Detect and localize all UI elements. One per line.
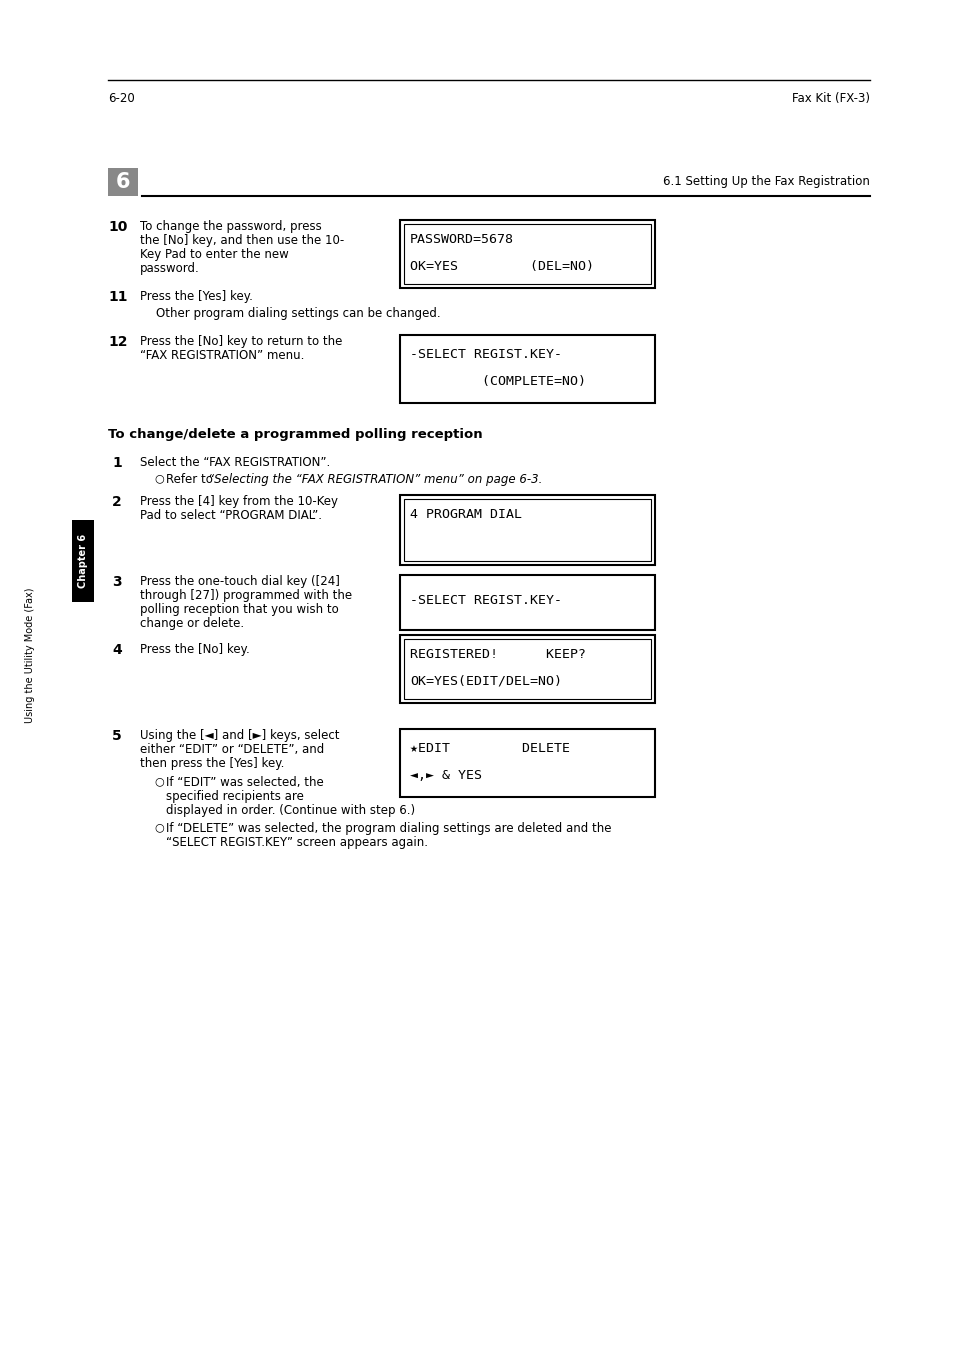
Text: ○: ○: [153, 775, 164, 786]
Text: ○: ○: [153, 821, 164, 832]
Bar: [399, 220, 655, 288]
Text: OK=YES         (DEL=NO): OK=YES (DEL=NO): [410, 259, 594, 273]
Text: Select the “FAX REGISTRATION”.: Select the “FAX REGISTRATION”.: [140, 457, 330, 469]
Text: through [27]) programmed with the: through [27]) programmed with the: [140, 589, 352, 603]
Bar: [399, 494, 655, 565]
Text: ◄,► & YES: ◄,► & YES: [410, 769, 481, 782]
Bar: [108, 168, 138, 196]
Text: Refer to: Refer to: [166, 473, 216, 486]
Text: ★EDIT         DELETE: ★EDIT DELETE: [410, 742, 569, 755]
Text: 10: 10: [108, 220, 128, 234]
Bar: [403, 224, 650, 284]
Text: If “EDIT” was selected, the: If “EDIT” was selected, the: [166, 775, 323, 789]
Text: “SELECT REGIST.KEY” screen appears again.: “SELECT REGIST.KEY” screen appears again…: [166, 836, 428, 848]
Text: Press the [4] key from the 10-Key: Press the [4] key from the 10-Key: [140, 494, 337, 508]
Text: To change the password, press: To change the password, press: [140, 220, 321, 232]
Bar: [403, 639, 650, 698]
Text: then press the [Yes] key.: then press the [Yes] key.: [140, 757, 284, 770]
Text: Key Pad to enter the new: Key Pad to enter the new: [140, 249, 289, 261]
Text: 6-20: 6-20: [108, 92, 134, 105]
Text: (COMPLETE=NO): (COMPLETE=NO): [410, 374, 585, 388]
Text: PASSWORD=5678: PASSWORD=5678: [410, 232, 514, 246]
Text: polling reception that you wish to: polling reception that you wish to: [140, 603, 338, 616]
Text: -SELECT REGIST.KEY-: -SELECT REGIST.KEY-: [410, 347, 561, 361]
Text: 11: 11: [108, 290, 128, 304]
Text: Using the [◄] and [►] keys, select: Using the [◄] and [►] keys, select: [140, 730, 339, 742]
Bar: [399, 730, 655, 797]
Text: Press the one-touch dial key ([24]: Press the one-touch dial key ([24]: [140, 576, 339, 588]
Text: Other program dialing settings can be changed.: Other program dialing settings can be ch…: [156, 307, 440, 320]
Text: 1: 1: [112, 457, 122, 470]
Text: 12: 12: [108, 335, 128, 349]
Text: Fax Kit (FX-3): Fax Kit (FX-3): [791, 92, 869, 105]
Text: 6.1 Setting Up the Fax Registration: 6.1 Setting Up the Fax Registration: [662, 176, 869, 189]
Text: 3: 3: [112, 576, 121, 589]
Text: password.: password.: [140, 262, 199, 276]
Text: Press the [No] key to return to the: Press the [No] key to return to the: [140, 335, 342, 349]
Text: -SELECT REGIST.KEY-: -SELECT REGIST.KEY-: [410, 594, 561, 607]
Bar: [71, 520, 94, 603]
Text: the [No] key, and then use the 10-: the [No] key, and then use the 10-: [140, 234, 344, 247]
Bar: [403, 499, 650, 561]
Text: Press the [No] key.: Press the [No] key.: [140, 643, 250, 657]
Text: displayed in order. (Continue with step 6.): displayed in order. (Continue with step …: [166, 804, 415, 817]
Text: Press the [Yes] key.: Press the [Yes] key.: [140, 290, 253, 303]
Text: 6: 6: [115, 172, 131, 192]
Text: 4 PROGRAM DIAL: 4 PROGRAM DIAL: [410, 508, 521, 521]
Text: “Selecting the “FAX REGISTRATION” menu” on page 6-3.: “Selecting the “FAX REGISTRATION” menu” …: [208, 473, 542, 486]
Text: 5: 5: [112, 730, 122, 743]
Text: Pad to select “PROGRAM DIAL”.: Pad to select “PROGRAM DIAL”.: [140, 509, 322, 521]
Text: Chapter 6: Chapter 6: [78, 534, 88, 588]
Bar: [399, 335, 655, 403]
Text: OK=YES(EDIT/DEL=NO): OK=YES(EDIT/DEL=NO): [410, 674, 561, 688]
Text: Using the Utility Mode (Fax): Using the Utility Mode (Fax): [25, 588, 35, 723]
Text: specified recipients are: specified recipients are: [166, 790, 304, 802]
Text: change or delete.: change or delete.: [140, 617, 244, 630]
Text: 2: 2: [112, 494, 122, 509]
Text: To change/delete a programmed polling reception: To change/delete a programmed polling re…: [108, 428, 482, 440]
Text: REGISTERED!      KEEP?: REGISTERED! KEEP?: [410, 647, 585, 661]
Text: If “DELETE” was selected, the program dialing settings are deleted and the: If “DELETE” was selected, the program di…: [166, 821, 611, 835]
Text: either “EDIT” or “DELETE”, and: either “EDIT” or “DELETE”, and: [140, 743, 324, 757]
Text: “FAX REGISTRATION” menu.: “FAX REGISTRATION” menu.: [140, 349, 304, 362]
Bar: [399, 635, 655, 703]
Text: ○: ○: [153, 473, 164, 484]
Bar: [399, 576, 655, 630]
Text: 4: 4: [112, 643, 122, 657]
